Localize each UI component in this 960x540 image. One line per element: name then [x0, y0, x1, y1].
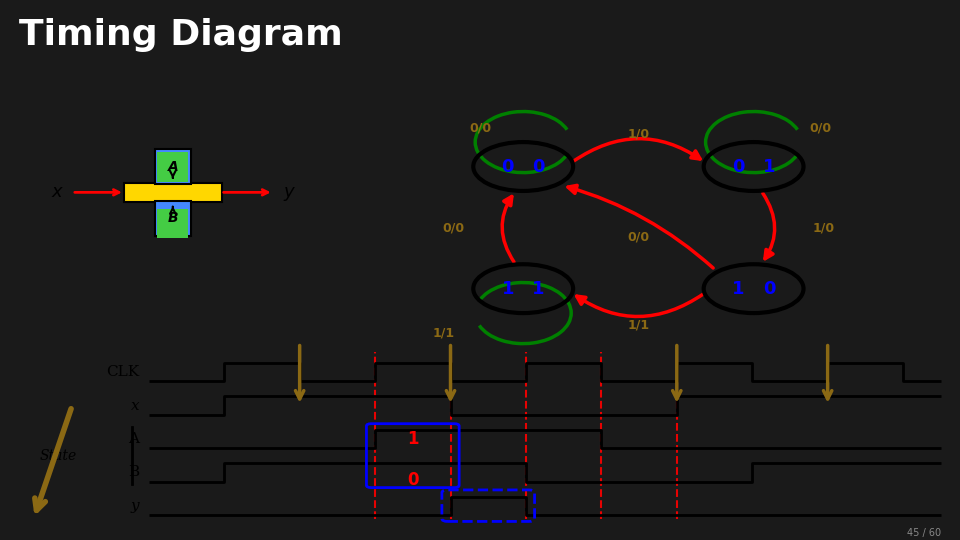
Text: A: A	[167, 159, 179, 173]
Text: B: B	[128, 465, 139, 480]
Text: x: x	[131, 399, 139, 413]
FancyArrowPatch shape	[763, 193, 775, 259]
Text: 1: 1	[532, 280, 545, 298]
FancyBboxPatch shape	[124, 183, 222, 202]
FancyArrowPatch shape	[502, 197, 514, 262]
Text: 1: 1	[762, 158, 776, 176]
Text: 0: 0	[532, 158, 545, 176]
Text: 0: 0	[732, 158, 745, 176]
Text: 0/0: 0/0	[442, 221, 465, 234]
Text: 0/0: 0/0	[468, 121, 492, 134]
Text: 1/0: 1/0	[627, 127, 650, 140]
FancyBboxPatch shape	[157, 209, 188, 238]
Text: 0/0: 0/0	[627, 231, 650, 244]
FancyArrowPatch shape	[568, 185, 713, 268]
Text: 45 / 60: 45 / 60	[906, 528, 941, 538]
Text: x: x	[52, 184, 62, 201]
Text: 1: 1	[407, 430, 419, 448]
Text: CLK: CLK	[106, 365, 139, 379]
Text: 1/1: 1/1	[627, 319, 650, 332]
Text: y: y	[283, 184, 294, 201]
Text: A: A	[129, 432, 139, 446]
FancyBboxPatch shape	[155, 201, 191, 235]
Text: Timing Diagram: Timing Diagram	[19, 18, 343, 52]
FancyBboxPatch shape	[157, 152, 188, 181]
Text: 0: 0	[501, 158, 515, 176]
FancyArrowPatch shape	[573, 139, 700, 161]
Text: 0: 0	[762, 280, 776, 298]
Text: 0: 0	[407, 471, 419, 489]
FancyArrowPatch shape	[577, 294, 704, 316]
Text: 1: 1	[501, 280, 515, 298]
Text: 1: 1	[732, 280, 745, 298]
Text: 1/1: 1/1	[432, 327, 455, 340]
Text: State: State	[39, 449, 77, 463]
Text: 1/0: 1/0	[812, 221, 835, 234]
Text: B: B	[167, 211, 179, 225]
Text: y: y	[131, 498, 139, 512]
FancyBboxPatch shape	[155, 149, 191, 184]
Text: 0/0: 0/0	[809, 121, 832, 134]
